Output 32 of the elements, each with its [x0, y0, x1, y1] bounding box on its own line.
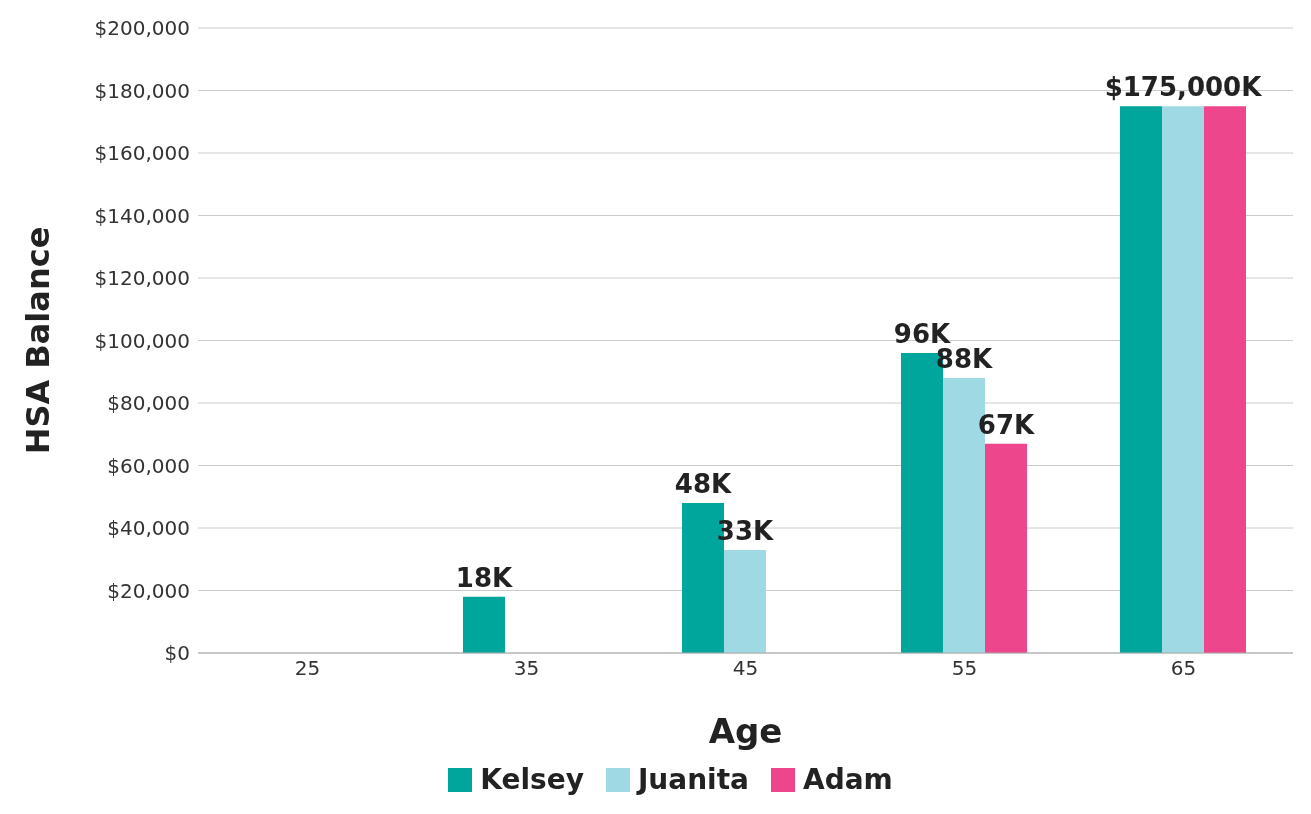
bar: [1119, 106, 1162, 653]
legend-label: Kelsey: [479, 763, 584, 796]
data-label: $175,000K: [1104, 72, 1263, 103]
bar: [1161, 106, 1204, 653]
legend-label: Juanita: [635, 763, 749, 796]
x-tick-label: 65: [1170, 656, 1197, 681]
x-tick-label: 45: [732, 656, 759, 681]
y-axis-title: HSA Balance: [19, 226, 58, 455]
data-label: 48K: [674, 469, 732, 499]
y-tick-label: $160,000: [94, 141, 190, 166]
y-tick-label: $60,000: [107, 453, 190, 478]
bar: [984, 443, 1027, 653]
y-tick-label: $120,000: [94, 266, 190, 291]
bar: [1203, 106, 1246, 653]
y-tick-label: $20,000: [107, 578, 190, 603]
legend-label: Adam: [802, 763, 893, 796]
data-label: 67K: [977, 409, 1035, 440]
x-tick-label: 55: [951, 656, 978, 681]
y-tick-label: $100,000: [94, 328, 190, 353]
y-tick-label: $180,000: [94, 78, 190, 103]
bar: [462, 596, 505, 653]
x-tick-label: 25: [294, 656, 321, 681]
y-tick-label: $0: [164, 641, 190, 666]
x-axis-title: Age: [708, 711, 783, 751]
data-label: 96K: [893, 319, 951, 349]
y-tick-label: $140,000: [94, 203, 190, 228]
bar: [723, 549, 766, 653]
x-tick-label: 35: [513, 656, 540, 681]
y-tick-label: $40,000: [107, 516, 190, 541]
y-tick-label: $200,000: [94, 16, 190, 41]
y-tick-label: $80,000: [107, 391, 190, 416]
data-label: 18K: [455, 562, 513, 593]
